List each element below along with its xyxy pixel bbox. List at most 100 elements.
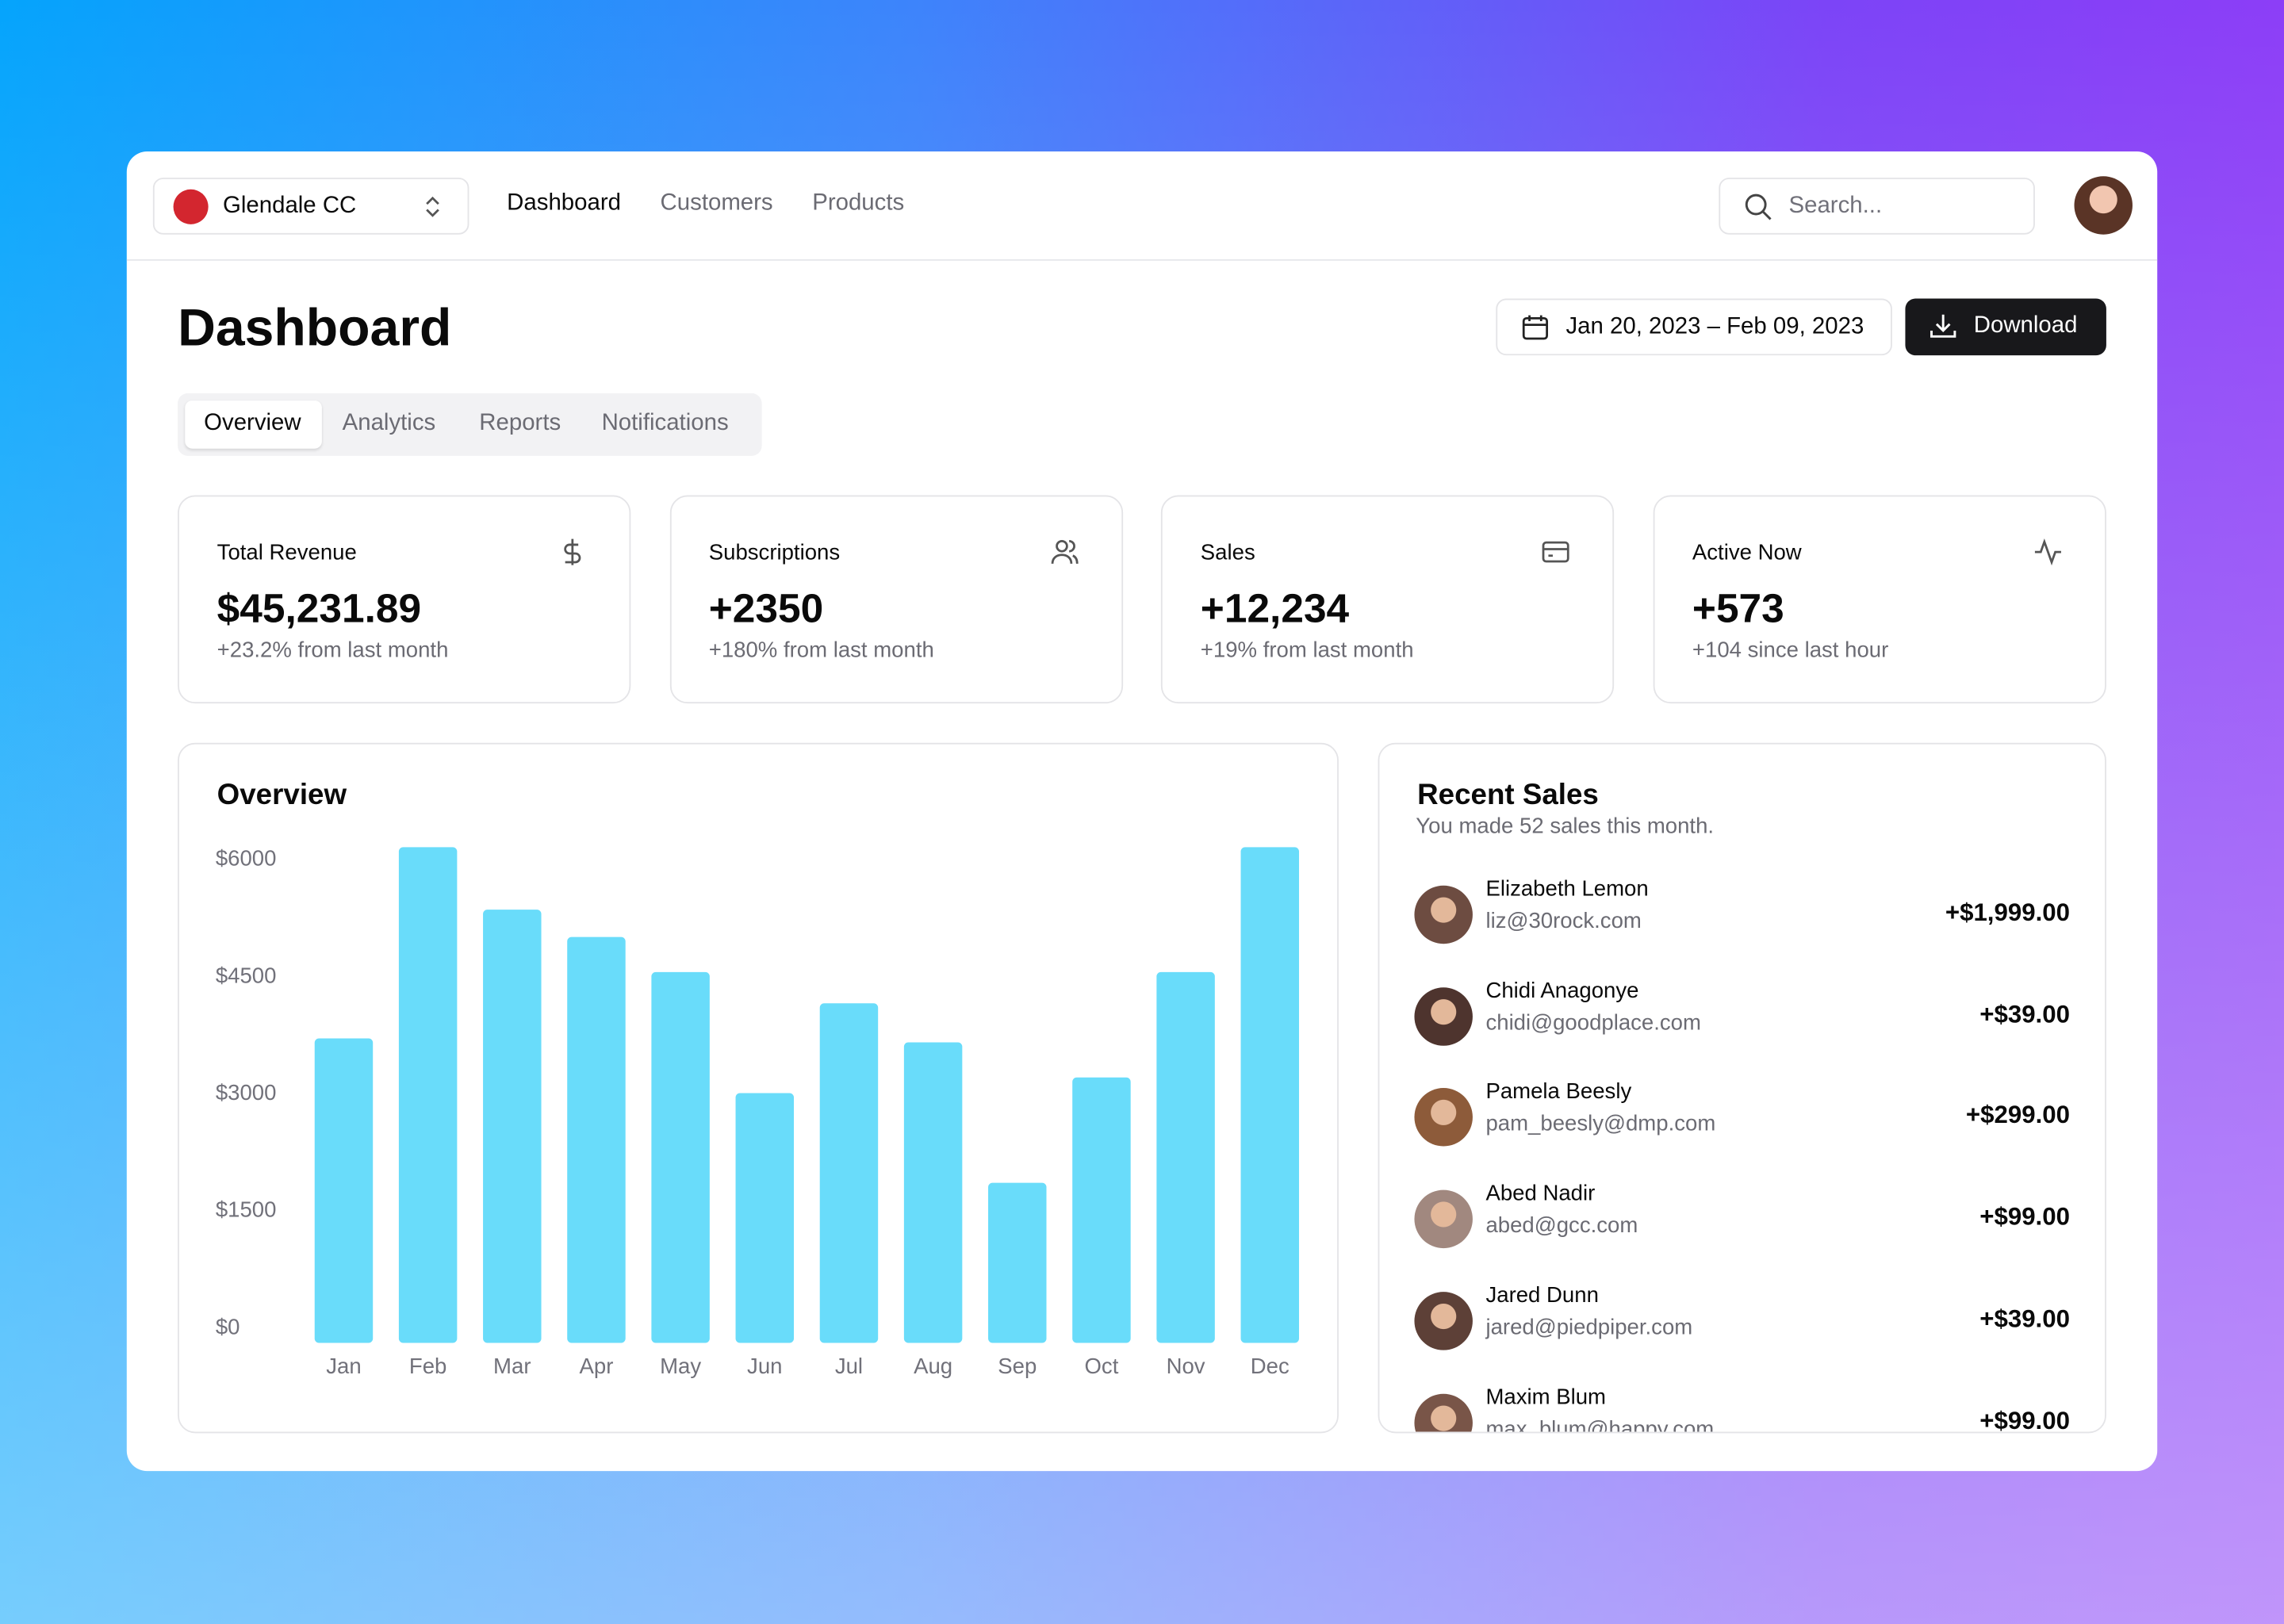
stat-icon — [1542, 541, 1569, 563]
team-logo — [173, 189, 209, 224]
stat-change: +104 since last hour — [1692, 638, 1889, 663]
stat-icon — [1050, 539, 1078, 564]
x-tick-label: Jul — [835, 1354, 863, 1378]
customer-name: Pamela Beesly — [1485, 1079, 1632, 1105]
team-name: Glendale CC — [223, 193, 357, 219]
page-title: Dashboard — [178, 297, 452, 357]
sale-row: Elizabeth Lemon liz@30rock.com +$1,999.00 — [1379, 877, 2105, 950]
stat-card: Subscriptions +2350 +180% from last month — [669, 495, 1123, 704]
recent-sales-card: Recent Sales You made 52 sales this mont… — [1378, 742, 2106, 1434]
customer-email: jared@piedpiper.com — [1485, 1315, 1693, 1340]
stat-value: +573 — [1692, 585, 1784, 631]
bar — [735, 1093, 795, 1343]
tab[interactable]: Reports — [479, 410, 561, 436]
sale-amount: +$99.00 — [1979, 1203, 2070, 1231]
sale-row: Pamela Beesly pam_beesly@dmp.com +$299.00 — [1379, 1080, 2105, 1153]
customer-email: liz@30rock.com — [1485, 909, 1642, 934]
recent-sales-subtitle: You made 52 sales this month. — [1416, 814, 1715, 839]
stat-card: Sales +12,234 +19% from last month — [1161, 495, 1615, 704]
sale-amount: +$99.00 — [1979, 1406, 2070, 1434]
bar — [651, 971, 710, 1343]
calendar-icon — [1522, 315, 1548, 340]
tab[interactable]: Overview — [204, 410, 301, 436]
stat-value: +12,234 — [1200, 585, 1350, 631]
bar — [903, 1042, 963, 1343]
search-icon — [1745, 193, 1772, 220]
y-tick-label: $4500 — [216, 963, 277, 987]
x-tick-label: Oct — [1085, 1354, 1119, 1378]
sale-amount: +$1,999.00 — [1945, 898, 2070, 927]
bar — [398, 847, 458, 1343]
stat-change: +23.2% from last month — [217, 638, 449, 663]
y-tick-label: $1500 — [216, 1197, 277, 1222]
customer-avatar — [1414, 986, 1473, 1046]
x-tick-label: Feb — [409, 1354, 446, 1378]
stat-label: Subscriptions — [708, 540, 841, 565]
stat-icon — [564, 538, 581, 565]
bar — [1240, 847, 1299, 1343]
download-icon — [1930, 314, 1956, 338]
sale-row: Abed Nadir abed@gcc.com +$99.00 — [1379, 1182, 2105, 1254]
customer-email: max_blum@happy.com — [1485, 1416, 1715, 1434]
stat-label: Active Now — [1692, 540, 1802, 565]
bar — [483, 910, 542, 1343]
top-bar: Glendale CC Dashboard Customers Products S… — [126, 151, 2158, 261]
sale-row: Chidi Anagonye chidi@goodplace.com +$39.00 — [1379, 979, 2105, 1051]
y-tick-label: $3000 — [216, 1080, 277, 1105]
customer-name: Abed Nadir — [1485, 1181, 1596, 1206]
bar — [988, 1182, 1047, 1343]
customer-avatar — [1414, 1189, 1473, 1249]
sale-row: Jared Dunn jared@piedpiper.com +$39.00 — [1379, 1283, 2105, 1356]
tabs: Overview Analytics Reports Notifications — [178, 393, 762, 456]
download-button[interactable]: Download — [1905, 298, 2106, 356]
stat-icon — [2034, 538, 2061, 566]
chart-title: Overview — [217, 779, 347, 812]
customer-name: Maxim Blum — [1485, 1384, 1607, 1410]
x-tick-label: Apr — [580, 1354, 614, 1378]
stat-value: +2350 — [708, 585, 824, 631]
x-tick-label: Sep — [998, 1354, 1037, 1378]
user-avatar[interactable] — [2074, 176, 2133, 235]
chevrons-icon — [426, 196, 439, 217]
nav-link[interactable]: Products — [812, 190, 905, 216]
customer-email: abed@gcc.com — [1485, 1213, 1638, 1239]
search-placeholder: Search... — [1788, 193, 1883, 219]
active-tab-bg — [185, 400, 322, 449]
stat-change: +19% from last month — [1200, 638, 1414, 663]
bar — [314, 1038, 374, 1343]
sale-amount: +$299.00 — [1965, 1101, 2070, 1130]
y-tick-label: $6000 — [216, 846, 277, 871]
main-nav: Dashboard Customers Products — [507, 191, 904, 217]
customer-email: pam_beesly@dmp.com — [1485, 1112, 1716, 1137]
search-box[interactable]: Search... — [1719, 178, 2035, 235]
customer-name: Chidi Anagonye — [1485, 978, 1639, 1003]
x-tick-label: Nov — [1167, 1354, 1205, 1378]
customer-avatar — [1414, 1291, 1473, 1350]
x-tick-label: Jan — [326, 1354, 361, 1378]
y-tick-label: $0 — [216, 1314, 240, 1339]
bar — [1156, 971, 1215, 1343]
tab[interactable]: Analytics — [342, 410, 436, 436]
stat-card: Active Now +573 +104 since last hour — [1653, 495, 2106, 704]
customer-name: Jared Dunn — [1485, 1282, 1599, 1308]
bar — [567, 936, 626, 1343]
x-tick-label: Dec — [1251, 1354, 1290, 1378]
download-label: Download — [1973, 312, 2078, 339]
team-switcher[interactable]: Glendale CC — [152, 178, 469, 235]
x-tick-label: Mar — [493, 1354, 531, 1378]
sale-row: Maxim Blum max_blum@happy.com +$99.00 — [1379, 1385, 2105, 1434]
sale-amount: +$39.00 — [1979, 1000, 2070, 1028]
nav-link[interactable]: Dashboard — [507, 190, 621, 216]
stat-card: Total Revenue $45,231.89 +23.2% from last … — [178, 495, 631, 704]
nav-link[interactable]: Customers — [660, 190, 773, 216]
date-picker[interactable]: Jan 20, 2023 – Feb 09, 2023 — [1496, 298, 1892, 356]
recent-sales-title: Recent Sales — [1417, 779, 1599, 812]
stat-change: +180% from last month — [708, 638, 934, 663]
x-tick-label: Jun — [747, 1354, 782, 1378]
tab[interactable]: Notifications — [601, 410, 729, 436]
x-tick-label: Aug — [914, 1354, 952, 1378]
